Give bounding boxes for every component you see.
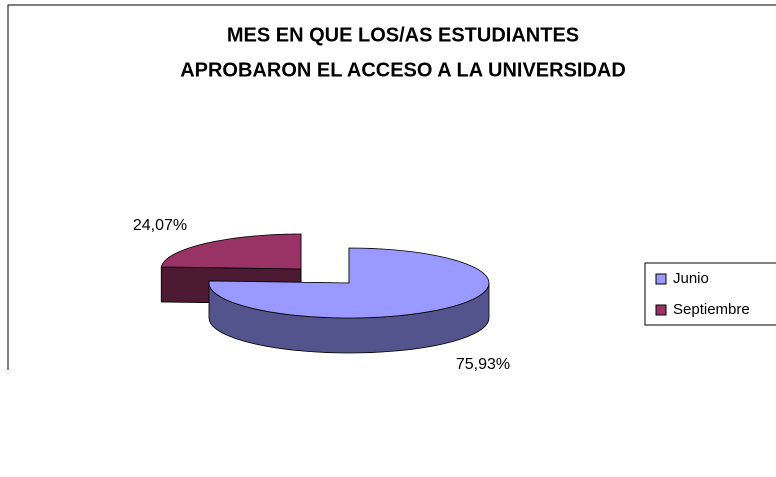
chart-title: APROBARON EL ACCESO A LA UNIVERSIDAD <box>180 59 626 81</box>
legend-box <box>644 262 776 326</box>
legend-swatch <box>655 273 667 285</box>
data-label: 75,93% <box>456 356 510 373</box>
slice <box>208 247 490 319</box>
chart-title: MES EN QUE LOS/AS ESTUDIANTES <box>227 24 579 46</box>
legend-label: Septiembre <box>673 301 750 318</box>
slice <box>160 233 302 270</box>
chart-frame <box>7 4 776 370</box>
legend-swatch <box>655 304 667 316</box>
legend-label: Junio <box>673 270 709 287</box>
data-label: 24,07% <box>133 217 187 234</box>
